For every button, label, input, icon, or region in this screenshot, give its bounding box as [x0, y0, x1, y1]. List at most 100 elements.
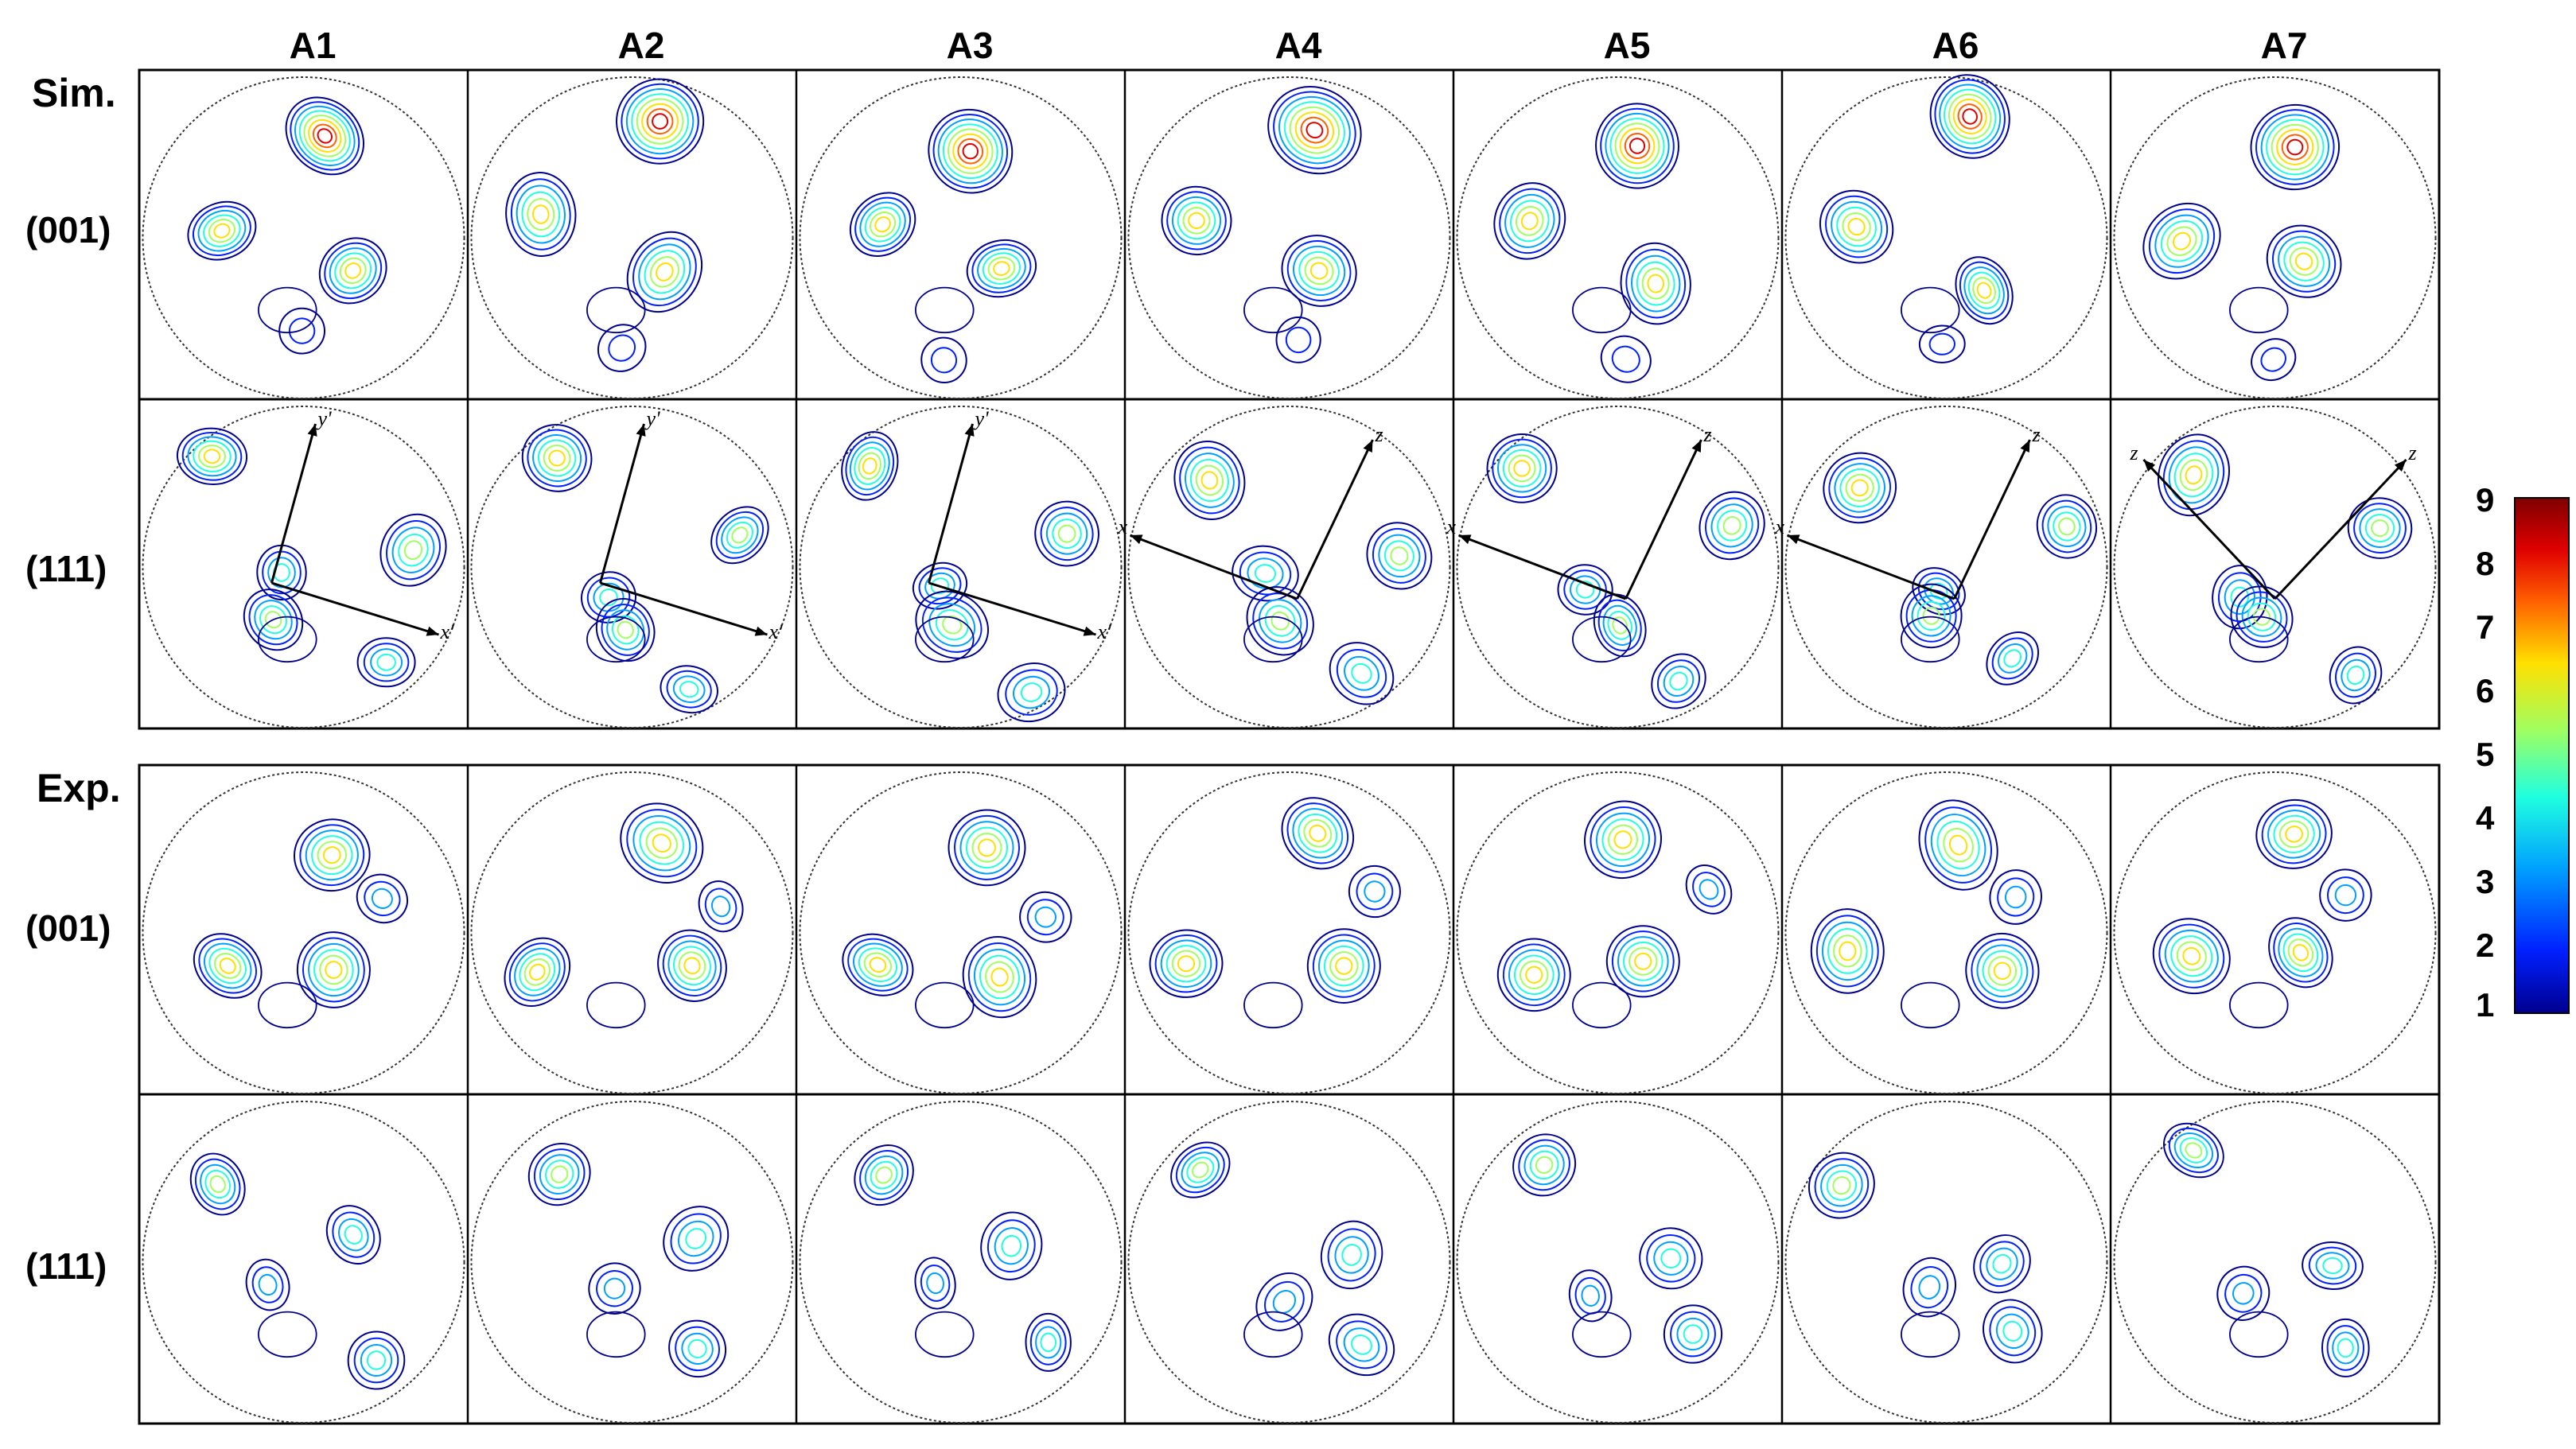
axis-arrow-y-head: [307, 424, 317, 437]
contour-line: [198, 938, 258, 994]
contour-line: [1149, 929, 1224, 998]
pole-figure-circle: [799, 771, 1123, 1094]
contour-line: [193, 440, 232, 472]
contour-line: [1614, 122, 1660, 169]
contour-line: [1492, 438, 1552, 499]
contour-line: [930, 577, 950, 595]
contour-line: [1057, 524, 1076, 543]
contour-line: [256, 544, 307, 600]
contour-line: [2154, 214, 2209, 268]
contour-line: [1957, 103, 1983, 130]
contour-line: [1378, 534, 1421, 578]
contour-line: [2267, 810, 2321, 859]
contour-line: [662, 934, 722, 996]
contour-line: [1182, 207, 1211, 235]
contour-line: [2230, 585, 2294, 648]
contour-line: [2162, 440, 2225, 511]
contour-line: [704, 888, 737, 925]
contour-line: [1040, 507, 1094, 561]
contour-line: [967, 942, 1032, 1012]
contour-line: [213, 223, 231, 239]
pole-figure-circle: [470, 771, 794, 1094]
contour-line: [254, 600, 293, 640]
contour-line: [1525, 965, 1543, 984]
contour-line: [1247, 557, 1284, 589]
contour-line: [1962, 108, 1979, 125]
contour-line: [1516, 205, 1544, 236]
contour-line: [1839, 468, 1880, 507]
contour-line: [672, 675, 706, 703]
contour-line: [1634, 952, 1652, 970]
contour-line: [1364, 880, 1386, 903]
contour-line: [2224, 1273, 2263, 1313]
axis-arrow-z: [1953, 439, 2031, 600]
contour-line: [1575, 581, 1595, 599]
contour-line: [2229, 1311, 2289, 1358]
axis-arrow-y: [928, 423, 974, 584]
contour-line: [1850, 479, 1869, 497]
contour-line: [1613, 830, 1632, 849]
contour-line: [632, 237, 697, 307]
contour-line: [2326, 1325, 2365, 1371]
contour-line: [652, 113, 669, 130]
contour-line: [347, 1331, 406, 1390]
contour-line: [1995, 1313, 2029, 1350]
contour-line: [2176, 941, 2207, 971]
contour-line: [1617, 936, 1669, 987]
contour-line: [2364, 514, 2395, 543]
contour-line: [1934, 79, 2006, 154]
pole-figure-circle: [799, 1101, 1123, 1424]
contour-line: [1309, 824, 1327, 842]
contour-line: [636, 98, 684, 145]
contour-line: [2255, 109, 2335, 185]
contour-line: [2292, 944, 2309, 961]
contour-line: [1572, 616, 1632, 663]
contour-line: [874, 216, 891, 233]
contour-line: [2241, 596, 2282, 637]
colorbar-tick-4: 4: [2476, 799, 2495, 837]
contour-line: [1005, 669, 1058, 716]
contour-line: [2335, 652, 2376, 698]
contour-line: [937, 118, 1003, 185]
contour-line: [537, 439, 577, 477]
contour-line: [2353, 503, 2407, 554]
contour-line: [258, 1311, 317, 1358]
contour-line: [1832, 1175, 1851, 1195]
contour-line: [532, 434, 582, 482]
contour-line: [1609, 118, 1665, 174]
contour-line: [296, 931, 371, 1008]
contour-line: [2278, 927, 2324, 977]
contour-line: [1943, 827, 1974, 863]
contour-line: [2036, 494, 2098, 559]
contour-line: [1646, 1234, 1696, 1283]
contour-line: [2287, 938, 2314, 967]
contour-line: [193, 933, 263, 999]
contour-line: [189, 1152, 246, 1216]
contour-line: [1710, 503, 1753, 548]
contour-line: [1189, 458, 1229, 503]
column-label-a7: A7: [2260, 25, 2308, 66]
contour-line: [1029, 1319, 1067, 1365]
contour-line: [2053, 511, 2081, 542]
contour-line: [1963, 266, 2005, 315]
contour-line: [1200, 471, 1219, 490]
contour-line: [1270, 611, 1290, 631]
contour-line: [918, 567, 962, 605]
contour-line: [1243, 1311, 1303, 1358]
contour-line: [1928, 332, 1955, 355]
axis-label-y: y': [644, 407, 661, 430]
contour-line: [1281, 797, 1355, 870]
contour-line: [248, 594, 298, 646]
contour-line: [2163, 1122, 2224, 1179]
contour-line: [586, 1311, 646, 1358]
contour-line: [1034, 906, 1056, 928]
contour-line: [353, 1337, 399, 1384]
contour-line: [962, 143, 979, 160]
contour-line: [1924, 806, 1993, 884]
contour-line: [1486, 433, 1558, 503]
contour-line: [293, 818, 371, 892]
contour-line: [302, 937, 365, 1003]
contour-line: [625, 87, 695, 155]
contour-line: [1171, 950, 1201, 977]
contour-line: [521, 424, 593, 492]
